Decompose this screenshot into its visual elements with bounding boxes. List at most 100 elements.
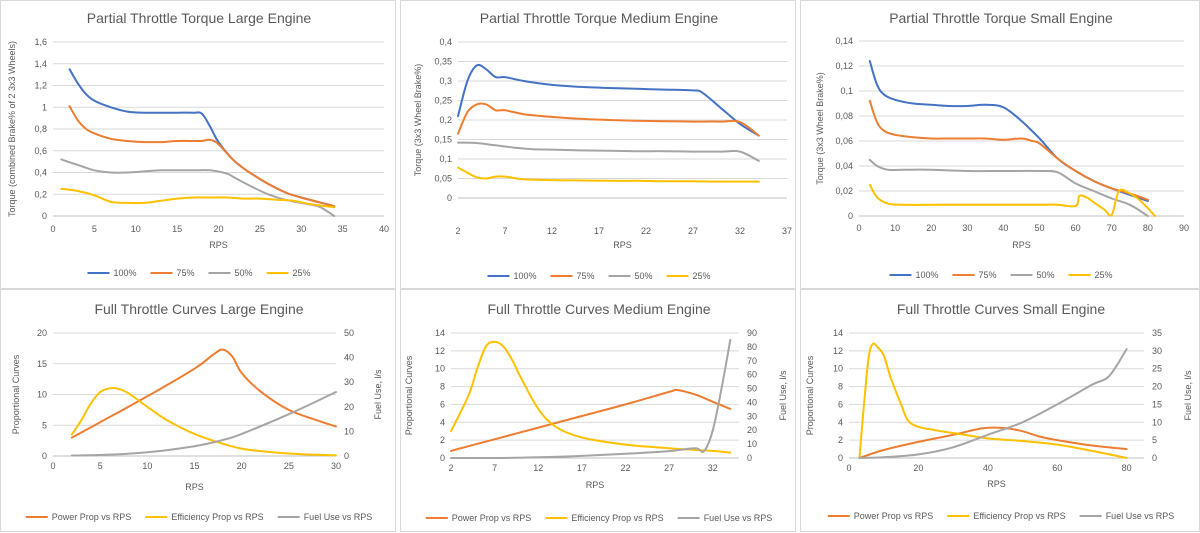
series-line-100-: [868, 60, 1149, 202]
y2-tick-label: 20: [1152, 382, 1162, 392]
chart-panel-full-large: Full Throttle Curves Large Engine 0 5 10 15 2…: [0, 289, 396, 532]
series-line-fuel-use-vs-rps: [70, 391, 337, 457]
y-tick-label: 6: [440, 399, 445, 409]
y-tick-label: 12: [435, 346, 445, 356]
x-tick-label: 2: [448, 463, 453, 473]
x-tick-label: 15: [189, 461, 199, 471]
y2-tick-label: 50: [344, 328, 354, 338]
x-tick-label: 27: [688, 226, 698, 236]
x-axis-title: RPS: [185, 482, 204, 492]
series-line-power-prop-vs-rps: [450, 388, 732, 452]
series-line-75-: [68, 105, 336, 208]
legend-label: Fuel Use vs RPS: [704, 513, 773, 523]
x-tick-label: 25: [255, 224, 265, 234]
x-tick-label: 80: [1122, 463, 1132, 473]
x-tick-label: 40: [983, 463, 993, 473]
legend-label: 50%: [235, 268, 253, 278]
x-tick-label: 7: [492, 463, 497, 473]
x-tick-label: 20: [237, 461, 247, 471]
y-tick-label: 0,35: [434, 57, 452, 67]
legend-label: 25%: [693, 271, 711, 281]
y-axis-title: Proportional Curves: [805, 355, 815, 435]
series-line-efficiency-prop-vs-rps: [450, 340, 732, 454]
y-tick-label: 0,6: [34, 146, 47, 156]
y-tick-label: 14: [833, 328, 843, 338]
x-tick-label: 30: [331, 461, 341, 471]
y-tick-label: 10: [435, 364, 445, 374]
x-tick-label: 50: [1035, 223, 1045, 233]
y2-tick-label: 40: [747, 397, 757, 407]
x-tick-label: 17: [577, 463, 587, 473]
x-tick-label: 32: [735, 226, 745, 236]
x-tick-label: 32: [708, 463, 718, 473]
y-axis-title: Proportional Curves: [404, 355, 414, 435]
x-axis-title: RPS: [613, 240, 632, 250]
legend-label: 100%: [113, 268, 136, 278]
x-tick-label: 5: [92, 224, 97, 234]
x-tick-label: 22: [621, 463, 631, 473]
y-tick-label: 1,6: [34, 37, 47, 47]
series-line-75-: [868, 100, 1149, 201]
x-tick-label: 2: [455, 226, 460, 236]
y-tick-label: 8: [440, 382, 445, 392]
x-tick-label: 15: [172, 224, 182, 234]
y2-tick-label: 30: [344, 377, 354, 387]
y-tick-label: 4: [838, 417, 843, 427]
chart-panel-partial-large: Partial Throttle Torque Large Engine 0 0,2…: [0, 0, 396, 289]
x-tick-label: 27: [664, 463, 674, 473]
chart-title: Full Throttle Curves Small Engine: [897, 301, 1105, 317]
chart-title: Full Throttle Curves Large Engine: [94, 301, 303, 317]
y2-tick-label: 10: [344, 426, 354, 436]
x-tick-label: 60: [1052, 463, 1062, 473]
y2-tick-label: 0: [1152, 453, 1157, 463]
y-tick-label: 2: [440, 435, 445, 445]
y-tick-label: 0,25: [434, 96, 452, 106]
y-tick-label: 0,1: [439, 154, 452, 164]
series-line-power-prop-vs-rps: [70, 348, 337, 439]
y-tick-label: 0: [42, 211, 47, 221]
y-tick-label: 0,2: [34, 189, 47, 199]
y-axis-title: Torque (3x3 Wheel Brake%): [815, 72, 825, 185]
x-tick-label: 40: [379, 224, 389, 234]
series-line-50-: [457, 141, 760, 162]
legend-label: 100%: [915, 270, 938, 280]
legend-label: Efficiency Prop vs RPS: [973, 511, 1065, 521]
y-tick-label: 0,08: [835, 111, 853, 121]
y2-tick-label: 90: [747, 328, 757, 338]
x-tick-label: 60: [1071, 223, 1081, 233]
legend-label: 75%: [176, 268, 194, 278]
chart-svg: Partial Throttle Torque Large Engine 0 0,2…: [7, 10, 389, 278]
y-tick-label: 0: [447, 193, 452, 203]
y-tick-label: 0,12: [835, 61, 853, 71]
legend-label: Fuel Use vs RPS: [304, 512, 373, 522]
series-line-fuel-use-vs-rps: [858, 348, 1128, 459]
y2-tick-label: 10: [747, 439, 757, 449]
x-tick-label: 10: [890, 223, 900, 233]
y2-tick-label: 50: [747, 384, 757, 394]
series-line-25-: [457, 166, 760, 183]
y-tick-label: 0,02: [835, 186, 853, 196]
x-tick-label: 40: [998, 223, 1008, 233]
legend-label: 75%: [576, 271, 594, 281]
y-tick-label: 0,15: [434, 135, 452, 145]
y-tick-label: 0,14: [835, 36, 853, 46]
y-tick-label: 20: [37, 328, 47, 338]
y-tick-label: 0,2: [439, 115, 452, 125]
legend-label: 50%: [1037, 270, 1055, 280]
y2-tick-label: 0: [344, 451, 349, 461]
y-tick-label: 0: [42, 451, 47, 461]
x-tick-label: 10: [142, 461, 152, 471]
x-tick-label: 80: [1143, 223, 1153, 233]
x-tick-label: 10: [131, 224, 141, 234]
x-axis-title: RPS: [209, 240, 228, 250]
y-tick-label: 2: [838, 435, 843, 445]
y-tick-label: 5: [42, 420, 47, 430]
chart-title: Partial Throttle Torque Large Engine: [87, 10, 312, 26]
y-tick-label: 0,06: [835, 136, 853, 146]
y-axis-title: Torque (3x3 Wheel Brake%): [413, 64, 423, 177]
series-line-efficiency-prop-vs-rps: [858, 342, 1128, 459]
chart-panel-partial-medium: Partial Throttle Torque Medium Engine 0 0,…: [400, 0, 796, 289]
y2-axis-title: Fuel Use, l/s: [1183, 370, 1193, 421]
y2-tick-label: 35: [1152, 328, 1162, 338]
series-line-25-: [60, 187, 336, 209]
